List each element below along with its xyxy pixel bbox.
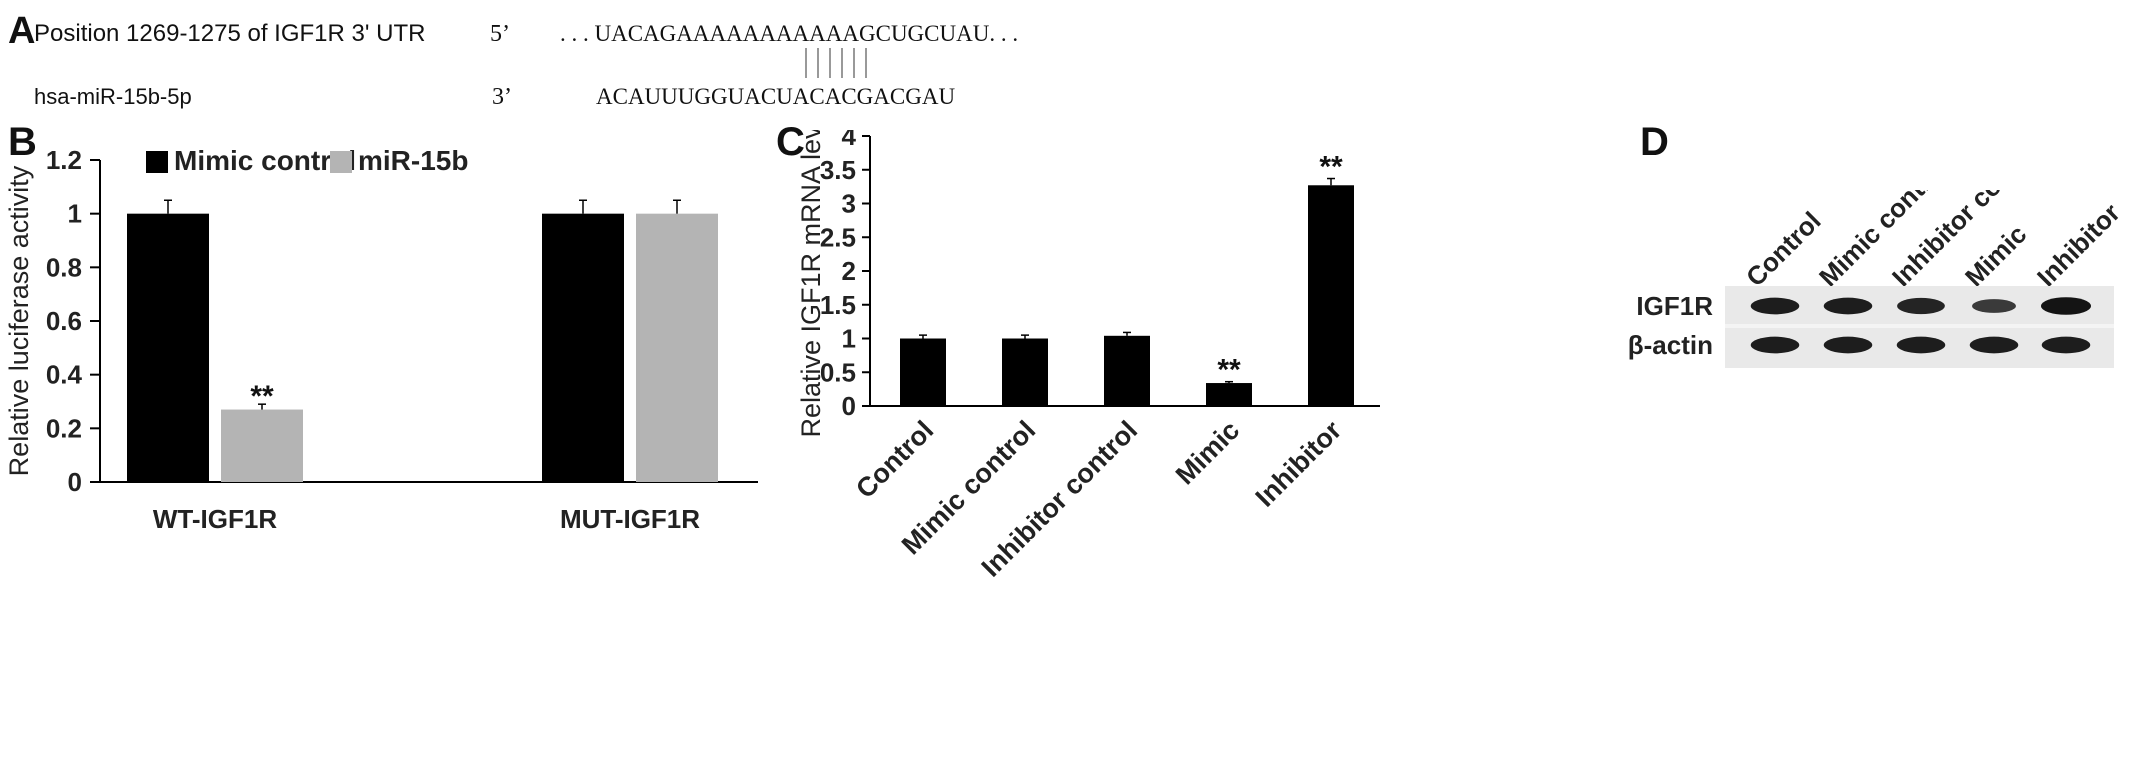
y-tick-label: 1.2 bbox=[46, 145, 82, 175]
y-tick-label: 2 bbox=[842, 256, 856, 286]
mrna-level-chart: 0 0.51 1.5 2 2.53 3.5 4 Relative IGF1R mRNA lev… bbox=[796, 130, 1380, 583]
legend-label: Mimic control bbox=[174, 145, 356, 176]
y-tick-label: 1.5 bbox=[820, 290, 856, 320]
y-tick-label: 1 bbox=[68, 199, 82, 229]
utr-five-prime-label: 5’ bbox=[490, 21, 510, 47]
y-tick-label: 1 bbox=[842, 324, 856, 354]
base-pairing-lines bbox=[805, 48, 867, 78]
bar-mimic-control bbox=[542, 213, 624, 482]
x-category-label: Mimic bbox=[1170, 415, 1245, 490]
mirna-name: hsa-miR-15b-5p bbox=[34, 84, 192, 109]
blot-band bbox=[1897, 297, 1945, 315]
legend-swatch bbox=[330, 151, 352, 173]
y-axis-label: Relative luciferase activity bbox=[4, 165, 34, 476]
x-category-label: MUT-IGF1R bbox=[560, 504, 700, 534]
y-tick-label: 4 bbox=[842, 130, 857, 151]
blot-band bbox=[1972, 299, 2016, 313]
y-tick-label: 0.4 bbox=[46, 360, 83, 390]
bar bbox=[1104, 335, 1150, 406]
x-category-label: Control bbox=[850, 415, 939, 504]
blot-divider bbox=[1725, 324, 2114, 328]
y-tick-label: 2.5 bbox=[820, 222, 856, 252]
bar bbox=[1206, 383, 1252, 406]
blot-band bbox=[1896, 336, 1946, 354]
lane-label: Mimic bbox=[1959, 219, 2032, 292]
legend-swatch bbox=[146, 151, 168, 173]
y-tick-label: 0.5 bbox=[820, 357, 856, 387]
bar-mimic-control bbox=[127, 213, 209, 482]
bar bbox=[900, 338, 946, 406]
blot-band bbox=[1823, 336, 1873, 354]
significance-marker: ** bbox=[250, 380, 274, 413]
y-tick-label: 0 bbox=[68, 467, 82, 497]
blot-band bbox=[1750, 336, 1800, 354]
y-tick-label: 3 bbox=[842, 189, 856, 219]
blot-band bbox=[2041, 297, 2091, 315]
blot-band bbox=[2041, 336, 2091, 354]
blot-row-label: β-actin bbox=[1628, 330, 1713, 360]
panel-a-label: A bbox=[8, 10, 36, 52]
x-category-label: Inhibitor bbox=[1250, 415, 1348, 513]
y-tick-label: 3.5 bbox=[820, 155, 856, 185]
y-tick-label: 0.2 bbox=[46, 413, 82, 443]
x-category-label: WT-IGF1R bbox=[153, 504, 277, 534]
blot-band bbox=[1823, 297, 1873, 315]
bar bbox=[1308, 185, 1354, 406]
utr-sequence: . . . UACAGAAAAAAAAAAAGCUGCUAU. . . bbox=[560, 21, 1019, 46]
bar-mir-15b bbox=[221, 409, 303, 482]
utr-position-text: Position 1269-1275 of IGF1R 3' UTR bbox=[34, 20, 426, 47]
y-tick-label: 0.8 bbox=[46, 252, 82, 282]
blot-row-label: IGF1R bbox=[1636, 291, 1713, 321]
lane-label: Control bbox=[1740, 206, 1827, 293]
significance-marker: ** bbox=[1217, 354, 1241, 387]
bar bbox=[1002, 338, 1048, 406]
mirna-three-prime-label: 3’ bbox=[492, 84, 512, 110]
blot-band bbox=[1969, 336, 2019, 354]
y-tick-label: 0.6 bbox=[46, 306, 82, 336]
panel-c-label: C bbox=[776, 120, 805, 164]
significance-marker: ** bbox=[1319, 151, 1343, 184]
panel-b-label: B bbox=[8, 120, 37, 164]
y-tick-label: 0 bbox=[842, 391, 856, 421]
bar-mir-15b bbox=[636, 213, 718, 482]
panel-d-label: D bbox=[1640, 120, 1669, 164]
blot-band bbox=[1750, 297, 1800, 315]
lane-label: Inhibitor bbox=[2031, 198, 2126, 293]
legend-label: miR-15b bbox=[358, 145, 468, 176]
mirna-sequence: ACAUUUGGUACUACACGACGAU bbox=[596, 84, 956, 109]
luciferase-chart: 0 0.2 0.4 0.6 0.8 1 1.2 Relative luciferase act… bbox=[4, 145, 758, 534]
y-axis-label: Relative IGF1R mRNA level bbox=[796, 130, 826, 438]
